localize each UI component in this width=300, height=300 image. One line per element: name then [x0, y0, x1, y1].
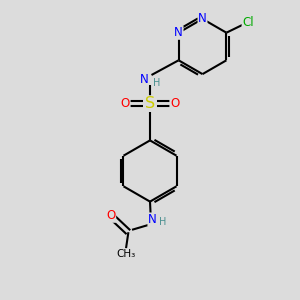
- Text: CH₃: CH₃: [116, 249, 136, 259]
- Text: H: H: [159, 217, 166, 227]
- Text: N: N: [174, 26, 183, 39]
- Text: Cl: Cl: [242, 16, 254, 29]
- Text: H: H: [153, 77, 160, 88]
- Text: O: O: [106, 209, 116, 222]
- Text: O: O: [170, 97, 179, 110]
- Text: S: S: [145, 96, 155, 111]
- Text: N: N: [140, 73, 148, 86]
- Text: N: N: [198, 12, 207, 26]
- Text: O: O: [121, 97, 130, 110]
- Text: N: N: [148, 213, 157, 226]
